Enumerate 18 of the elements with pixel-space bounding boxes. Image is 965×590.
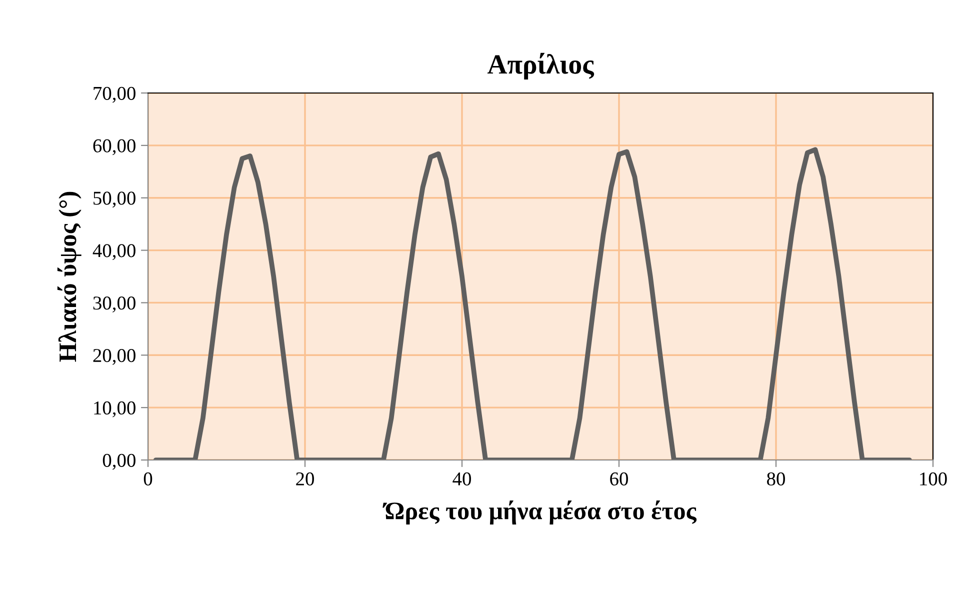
x-tick-label: 20: [296, 472, 314, 486]
x-tick-label: 40: [452, 472, 471, 486]
y-tick-label: 60,00: [93, 139, 136, 156]
chart-title: Απρίλιος: [487, 52, 594, 80]
y-tick-label: 30,00: [93, 296, 136, 312]
x-axis-title: Ώρες του μήνα μέσα στο έτος: [382, 500, 697, 524]
x-tick-label: 60: [610, 472, 628, 486]
y-tick-label: 10,00: [94, 401, 136, 418]
y-tick-label: 40,00: [92, 244, 136, 260]
line-series: [153, 147, 912, 460]
y-tick-label: 70,00: [94, 86, 136, 103]
x-tick-label: 80: [767, 472, 785, 486]
y-tick-label: 0,00: [102, 454, 136, 470]
x-tick-label: 100: [920, 472, 947, 486]
y-tick-label: 50,00: [94, 192, 136, 208]
y-tick-label: 20,00: [93, 348, 136, 365]
y-axis-title: Ηλιακό ύψος (°): [57, 192, 82, 362]
x-tick-label: 0: [144, 472, 152, 486]
